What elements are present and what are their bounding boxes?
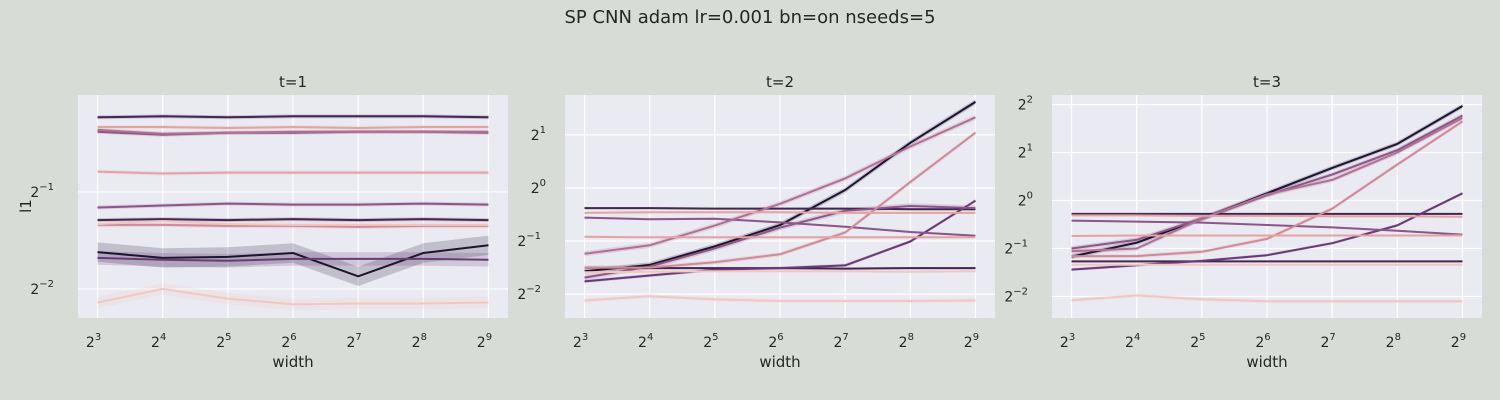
x-axis-label: width	[272, 353, 313, 371]
x-tick-label: 25	[216, 332, 231, 351]
series-line-11	[584, 295, 976, 302]
x-tick-label: 28	[412, 332, 427, 351]
panel-title: t=3	[1253, 73, 1281, 91]
x-tick-label: 29	[1451, 332, 1466, 351]
series-line-5	[1071, 219, 1463, 236]
lines	[584, 101, 977, 302]
series-line-10	[584, 270, 976, 274]
series-line-0	[584, 101, 977, 273]
series-line-8	[1071, 234, 1463, 237]
x-tick-label: 26	[1255, 332, 1270, 351]
series-band-0	[97, 235, 489, 286]
x-tick-label: 29	[964, 332, 979, 351]
series-line-2	[97, 115, 489, 119]
x-axis-label: width	[1246, 353, 1287, 371]
grid	[1052, 95, 1482, 318]
grid	[565, 95, 995, 318]
y-tick-label: 21	[531, 125, 546, 144]
x-tick-label: 26	[281, 332, 296, 351]
series-line-1	[97, 218, 489, 222]
series-line-4	[584, 205, 976, 279]
x-tick-label: 28	[899, 332, 914, 351]
y-tick-label: 21	[1018, 143, 1033, 162]
x-tick-label: 23	[1060, 332, 1075, 351]
y-tick-label: 2−1	[1004, 238, 1028, 257]
x-axis-label: width	[759, 353, 800, 371]
series-line-7	[1071, 120, 1464, 258]
y-tick-label: 2−2	[517, 284, 541, 303]
x-tick-label: 25	[1190, 332, 1205, 351]
x-tick-label: 24	[1125, 332, 1140, 351]
series-line-1	[584, 207, 976, 211]
series-line-8	[97, 170, 489, 175]
y-tick-label: 20	[531, 178, 546, 197]
x-ticks: 23 24 25 26 27 28 29	[573, 332, 979, 351]
x-tick-label: 23	[573, 332, 588, 351]
x-tick-label: 27	[347, 332, 362, 351]
panel-title: t=2	[766, 73, 794, 91]
series-line-9	[1071, 214, 1463, 218]
x-tick-label: 23	[86, 332, 101, 351]
y-axis-label: l1	[17, 199, 35, 213]
x-tick-label: 26	[768, 332, 783, 351]
x-tick-label: 24	[151, 332, 166, 351]
figure-title: SP CNN adam lr=0.001 bn=on nseeds=5	[564, 7, 935, 28]
series-line-7	[584, 131, 977, 269]
series-line-6	[584, 116, 976, 255]
series-line-3	[97, 256, 489, 262]
x-tick-label: 24	[638, 332, 653, 351]
series-line-0	[97, 244, 489, 278]
panel-t2: 23 24 25 26 27 28 29 2−2 2−1 20 21 t=2 width	[517, 73, 995, 371]
x-ticks: 23 24 25 26 27 28 29	[86, 332, 492, 351]
y-tick-label: 22	[1018, 95, 1033, 114]
y-tick-label: 2−2	[30, 279, 54, 298]
series-line-9	[584, 211, 976, 214]
lines	[97, 115, 489, 306]
x-tick-label: 28	[1386, 332, 1401, 351]
panel-t1: 23 24 25 26 27 28 29 2−2 2−1 t=1 width l1	[17, 73, 508, 371]
y-tick-label: 2−2	[1004, 286, 1028, 305]
lines	[1071, 105, 1464, 303]
series-line-10	[97, 220, 489, 226]
series-line-4	[97, 202, 489, 209]
x-tick-label: 29	[477, 332, 492, 351]
series-line-6	[1071, 117, 1463, 253]
series-line-11	[1071, 294, 1463, 303]
y-ticks: 2−2 2−1 20 21 22	[1004, 95, 1033, 306]
y-tick-label: 2−1	[30, 182, 54, 201]
series-line-3	[584, 199, 977, 283]
y-tick-label: 20	[1018, 191, 1033, 210]
x-ticks: 23 24 25 26 27 28 29	[1060, 332, 1466, 351]
y-ticks: 2−2 2−1 20 21	[517, 125, 546, 303]
series-line-8	[584, 235, 976, 239]
x-tick-label: 25	[703, 332, 718, 351]
panel-t3: 23 24 25 26 27 28 29 2−2 2−1 20 21 22 t=3 width	[1004, 73, 1482, 371]
series-line-11	[97, 287, 489, 306]
series-line-9	[97, 126, 489, 129]
series-line-6	[97, 128, 489, 135]
x-tick-label: 27	[834, 332, 849, 351]
series-line-5	[584, 216, 976, 237]
panel-title: t=1	[279, 73, 307, 91]
y-tick-label: 2−1	[517, 231, 541, 250]
x-tick-label: 27	[1321, 332, 1336, 351]
